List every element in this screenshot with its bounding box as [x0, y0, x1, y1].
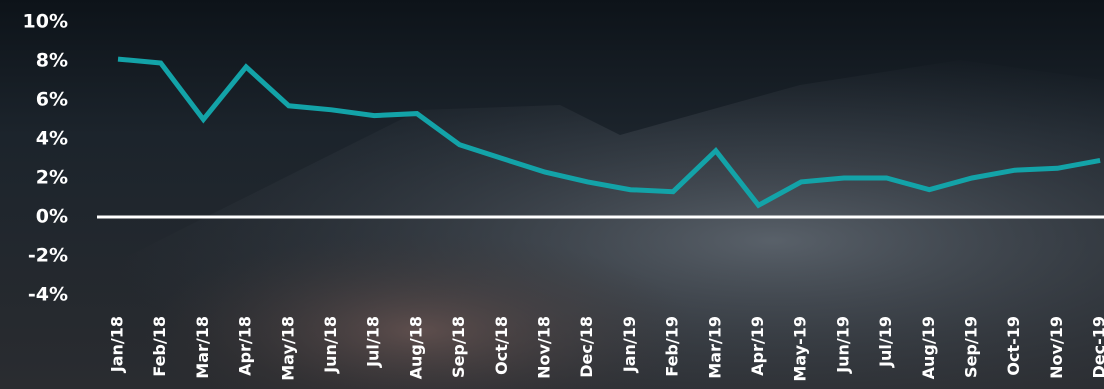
- x-tick-label: Dec/18: [577, 316, 596, 378]
- x-tick-label: Apr/19: [748, 316, 767, 376]
- x-tick-label: Sep/18: [449, 316, 468, 378]
- x-tick-label: Jun/19: [833, 316, 852, 374]
- x-tick-label: Feb/19: [663, 316, 682, 377]
- x-tick-label: Jul/18: [364, 316, 383, 368]
- x-tick-label: Oct/18: [492, 316, 511, 375]
- x-tick-label: Apr/18: [236, 316, 255, 376]
- x-tick-label: Jan/18: [108, 316, 127, 373]
- x-tick-label: Dec-19: [1090, 316, 1104, 379]
- x-tick-label: Jul/19: [876, 316, 895, 368]
- line-series: [117, 56, 1101, 209]
- x-tick-label: Aug/18: [406, 316, 425, 379]
- x-tick-label: Oct-19: [1004, 316, 1023, 376]
- y-tick-label: 4%: [36, 128, 68, 150]
- x-tick-label: Nov/18: [535, 316, 554, 379]
- x-tick-label: Jun/18: [321, 316, 340, 374]
- x-tick-label: May-19: [791, 316, 810, 382]
- x-tick-label: Mar/19: [705, 316, 724, 379]
- x-tick-label: Mar/18: [193, 316, 212, 379]
- x-tick-label: Feb/18: [150, 316, 169, 377]
- y-tick-label: 0%: [36, 206, 68, 228]
- y-tick-label: -4%: [28, 284, 68, 306]
- x-tick-label: Sep/19: [962, 316, 981, 378]
- y-tick-label: 2%: [36, 167, 68, 189]
- y-tick-label: 8%: [36, 50, 68, 72]
- y-tick-label: -2%: [28, 245, 68, 267]
- y-tick-label: 10%: [23, 11, 68, 33]
- y-tick-label: 6%: [36, 89, 68, 111]
- x-tick-label: Jan/19: [620, 316, 639, 373]
- x-tick-label: Nov/19: [1047, 316, 1066, 379]
- x-tick-label: May/18: [278, 316, 297, 381]
- x-tick-label: Aug/19: [919, 316, 938, 379]
